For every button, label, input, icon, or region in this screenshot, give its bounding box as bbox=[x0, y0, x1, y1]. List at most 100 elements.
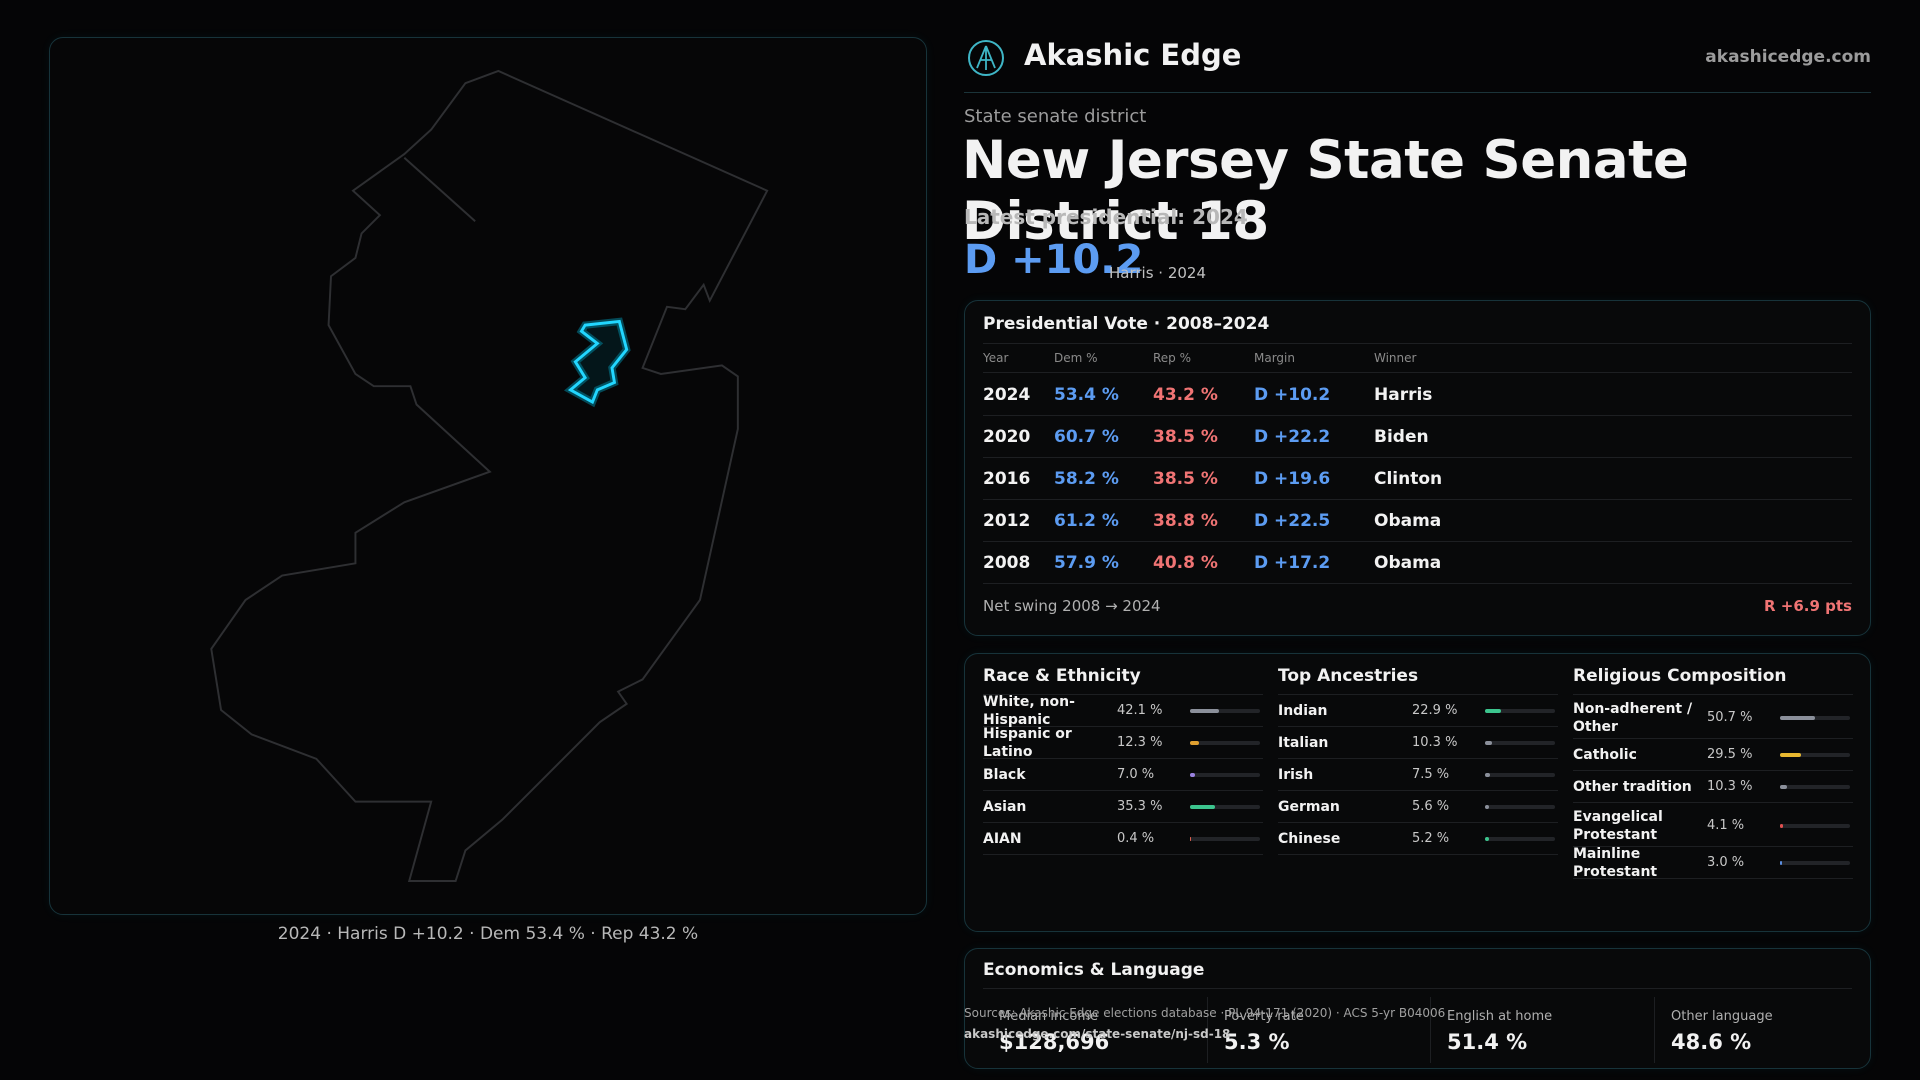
source-link[interactable]: akashicedge.com/state-senate/nj-sd-18 bbox=[964, 1027, 1231, 1041]
header-divider bbox=[964, 92, 1871, 93]
stat-label: Mainline Protestant bbox=[1573, 845, 1658, 880]
econ-label: Poverty rate bbox=[1224, 1009, 1304, 1024]
table-cell: Obama bbox=[1374, 510, 1442, 531]
margin-note: Harris · 2024 bbox=[1109, 264, 1207, 282]
stat-value: 0.4 % bbox=[1117, 831, 1155, 846]
district-title: New Jersey State Senate District 18 bbox=[962, 130, 1689, 252]
stat-value: 10.3 % bbox=[1412, 735, 1458, 750]
stat-row: Chinese 5.2 % bbox=[1278, 823, 1558, 855]
table-cell: 57.9 % bbox=[1054, 552, 1119, 573]
table-cell: 2008 bbox=[983, 552, 1031, 573]
bar-track bbox=[1780, 752, 1850, 757]
column-header: Winner bbox=[1374, 350, 1417, 365]
stat-row: Italian 10.3 % bbox=[1278, 727, 1558, 759]
table-row: 2020 60.7 % 38.5 % D +22.2 Biden bbox=[983, 416, 1852, 458]
table-cell: Biden bbox=[1374, 426, 1429, 447]
bar-track bbox=[1485, 708, 1555, 713]
map bbox=[210, 69, 769, 882]
divider bbox=[983, 988, 1852, 989]
bar bbox=[1190, 740, 1199, 745]
panel-title: Presidential Vote · 2008–2024 bbox=[983, 314, 1270, 334]
table-cell: 58.2 % bbox=[1054, 468, 1119, 489]
column-header: Rep % bbox=[1153, 350, 1192, 365]
panel-title: Economics & Language bbox=[983, 960, 1205, 980]
stat-value: 10.3 % bbox=[1707, 779, 1753, 794]
bar bbox=[1780, 752, 1801, 757]
table-cell: 2020 bbox=[983, 426, 1031, 447]
table-cell: 2012 bbox=[983, 510, 1031, 531]
stat-row: Evangelical Protestant 4.1 % bbox=[1573, 803, 1853, 847]
presidential-panel: Presidential Vote · 2008–2024 Net swing … bbox=[964, 300, 1871, 636]
stat-row: Catholic 29.5 % bbox=[1573, 739, 1853, 771]
divider bbox=[1278, 694, 1558, 695]
table-cell: 60.7 % bbox=[1054, 426, 1119, 447]
bar bbox=[1190, 804, 1215, 809]
stat-value: 4.1 % bbox=[1707, 818, 1745, 833]
stat-label: Other tradition bbox=[1573, 778, 1692, 795]
stat-value: 3.0 % bbox=[1707, 855, 1745, 870]
stat-value: 12.3 % bbox=[1117, 735, 1163, 750]
site-url[interactable]: akashicedge.com bbox=[1705, 47, 1871, 67]
econ-item: Median income $128,696 bbox=[983, 997, 1206, 1063]
stat-row: Indian 22.9 % bbox=[1278, 695, 1558, 727]
section-title: Race & Ethnicity bbox=[983, 666, 1141, 686]
bar bbox=[1485, 708, 1502, 713]
stat-value: 29.5 % bbox=[1707, 747, 1753, 762]
brand: Akashic Edge bbox=[1024, 38, 1242, 72]
race-section: Race & Ethnicity White, non-Hispanic 42.1 … bbox=[983, 666, 1263, 855]
bar-track bbox=[1780, 860, 1850, 865]
district-outline bbox=[567, 319, 629, 405]
state-outline bbox=[210, 69, 769, 882]
bar bbox=[1485, 772, 1491, 777]
stat-label: Black bbox=[983, 766, 1026, 783]
stat-value: 42.1 % bbox=[1117, 703, 1163, 718]
stat-row: Asian 35.3 % bbox=[983, 791, 1263, 823]
margin: D +10.2 bbox=[964, 237, 1144, 283]
stat-value: 7.0 % bbox=[1117, 767, 1155, 782]
table-cell: D +22.2 bbox=[1254, 426, 1331, 447]
stat-label: Evangelical Protestant bbox=[1573, 808, 1663, 843]
bar bbox=[1780, 715, 1816, 720]
stat-value: 35.3 % bbox=[1117, 799, 1163, 814]
stat-label: Italian bbox=[1278, 734, 1329, 751]
swing-label: Net swing 2008 → 2024 bbox=[983, 597, 1161, 615]
table-cell: 53.4 % bbox=[1054, 384, 1119, 405]
table-cell: 38.5 % bbox=[1153, 426, 1218, 447]
table-cell: 61.2 % bbox=[1054, 510, 1119, 531]
district-kind: State senate district bbox=[964, 106, 1147, 127]
table-cell: 40.8 % bbox=[1153, 552, 1218, 573]
bar bbox=[1190, 772, 1195, 777]
table-cell: D +17.2 bbox=[1254, 552, 1331, 573]
stat-value: 5.6 % bbox=[1412, 799, 1450, 814]
table-cell: 43.2 % bbox=[1153, 384, 1218, 405]
divider bbox=[1573, 694, 1853, 695]
econ-item: English at home 51.4 % bbox=[1430, 997, 1653, 1063]
stat-label: White, non-Hispanic bbox=[983, 693, 1075, 728]
bar-track bbox=[1780, 784, 1850, 789]
column-header: Year bbox=[983, 350, 1009, 365]
sources: Sources: Akashic Edge elections database… bbox=[964, 1006, 1446, 1020]
bar-track bbox=[1190, 740, 1260, 745]
ancestry-section: Top Ancestries Indian 22.9 % Italian 10.3 % I… bbox=[1278, 666, 1558, 855]
stat-row: Irish 7.5 % bbox=[1278, 759, 1558, 791]
econ-value: $128,696 bbox=[999, 1030, 1110, 1054]
religion-section: Religious Composition Non-adherent / Othe… bbox=[1573, 666, 1853, 880]
stat-label: Catholic bbox=[1573, 746, 1637, 763]
table-cell: D +10.2 bbox=[1254, 384, 1331, 405]
section-title: Religious Composition bbox=[1573, 666, 1787, 686]
divider bbox=[983, 343, 1852, 344]
map-caption: 2024 · Harris D +10.2 · Dem 53.4 % · Rep… bbox=[277, 924, 699, 944]
table-cell: D +22.5 bbox=[1254, 510, 1331, 531]
econ-value: 5.3 % bbox=[1224, 1030, 1290, 1054]
econ-label: English at home bbox=[1447, 1009, 1553, 1024]
econ-label: Other language bbox=[1671, 1009, 1773, 1024]
bar bbox=[1485, 836, 1489, 841]
table-row: 2024 53.4 % 43.2 % D +10.2 Harris bbox=[983, 374, 1852, 416]
stat-value: 7.5 % bbox=[1412, 767, 1450, 782]
economics-panel: Economics & Language Median income $128,6… bbox=[964, 948, 1871, 1069]
table-cell: Obama bbox=[1374, 552, 1442, 573]
divider bbox=[983, 694, 1263, 695]
bar-track bbox=[1190, 708, 1260, 713]
column-header: Margin bbox=[1254, 350, 1295, 365]
demographics-panel: Race & Ethnicity White, non-Hispanic 42.1 … bbox=[964, 653, 1871, 932]
